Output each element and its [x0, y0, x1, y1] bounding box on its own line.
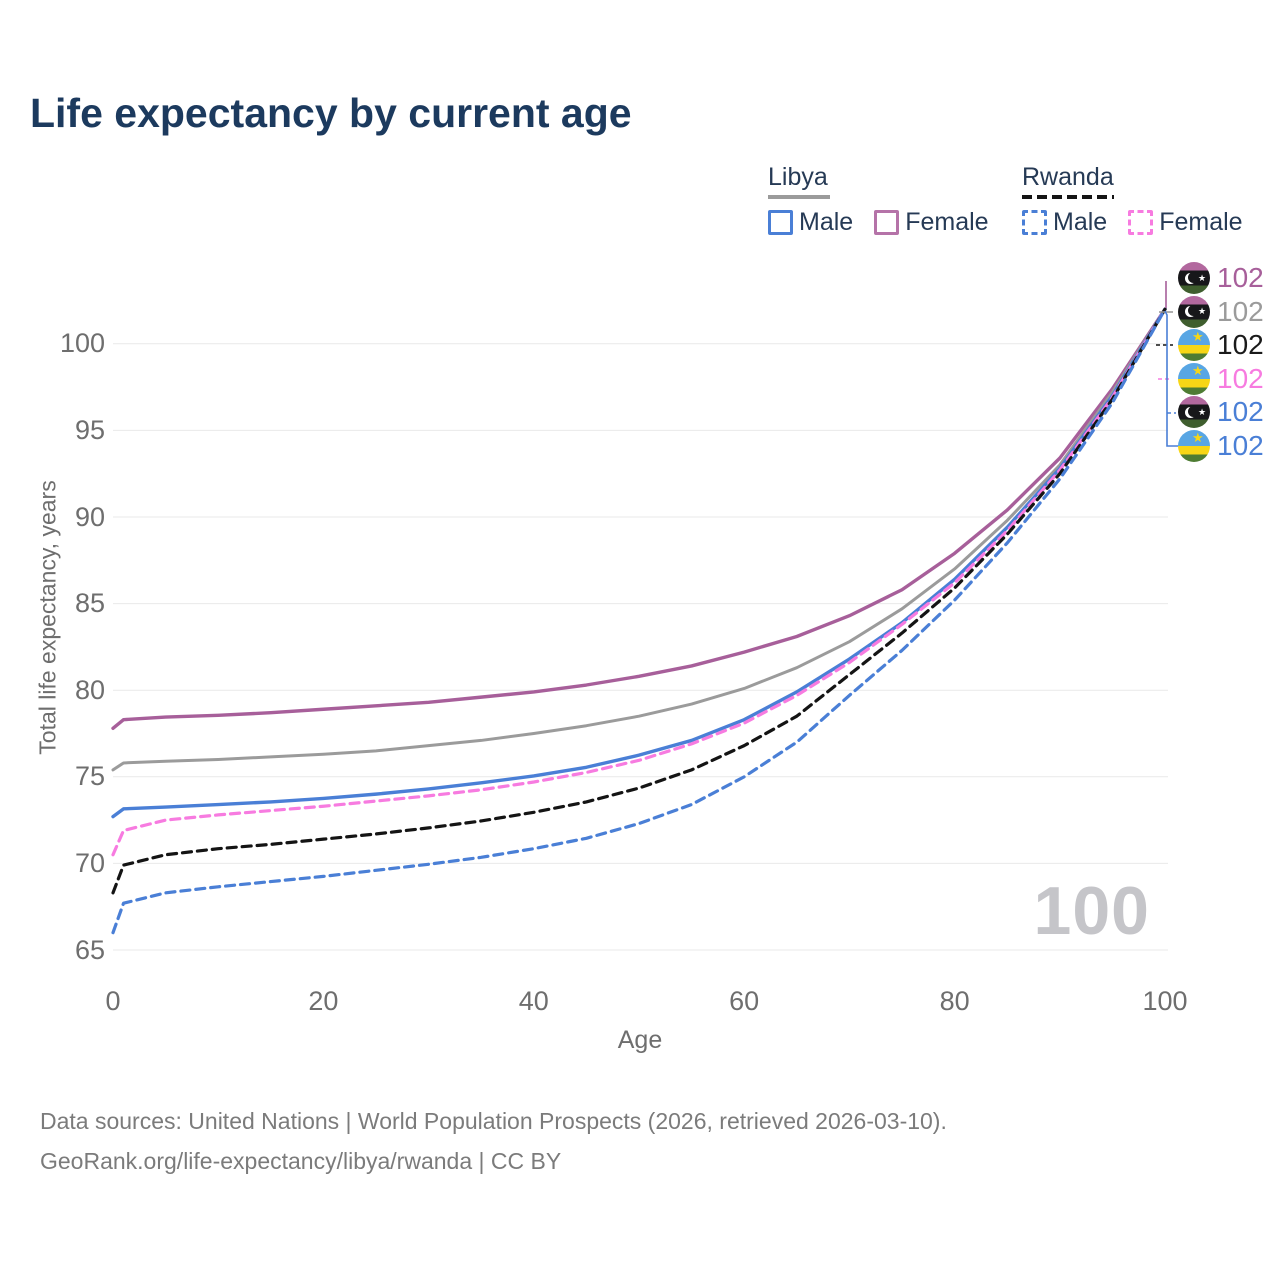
x-tick-label-100: 100 [1142, 986, 1188, 1016]
star-icon: ★ [1198, 406, 1207, 417]
checkbox-rwanda-female[interactable] [1128, 210, 1154, 235]
legend-item-rwanda-male[interactable]: Male [1022, 208, 1107, 237]
y-tick-label-70: 70 [74, 847, 105, 878]
legend-item-libya-male[interactable]: Male [768, 208, 853, 237]
x-tick-label-60: 60 [729, 986, 760, 1016]
end-value-label: 102 [1217, 295, 1264, 327]
legend-group-libya: Libya Male Female [768, 163, 989, 237]
checkbox-libya-female[interactable] [874, 210, 900, 235]
y-tick-label-80: 80 [74, 674, 105, 705]
end-value-label: 102 [1217, 329, 1264, 361]
legend-item-rwanda-female[interactable]: Female [1128, 208, 1243, 237]
y-tick-label-100: 100 [59, 328, 105, 359]
end-label-row-rwanda-male: ★ 102 [1178, 429, 1264, 463]
x-tick-label-80: 80 [939, 986, 970, 1016]
libya-flag-icon: ★ [1178, 262, 1210, 294]
legend-rwanda-linestyle-swatch [1022, 195, 1114, 199]
end-value-label: 102 [1217, 430, 1264, 461]
legend-label-libya-male: Male [799, 208, 854, 236]
series-line-rwanda-male[interactable] [111, 307, 1167, 935]
rwanda-flag-icon: ★ [1178, 430, 1210, 462]
sun-icon: ★ [1192, 329, 1204, 345]
page-title: Life expectancy by current age [30, 90, 632, 136]
legend-label-rwanda-female: Female [1159, 208, 1243, 236]
star-icon: ★ [1198, 272, 1207, 283]
crescent-icon [1185, 406, 1200, 418]
series-line-libya-total[interactable] [111, 307, 1167, 772]
sun-icon: ★ [1192, 430, 1204, 445]
libya-flag-icon: ★ [1178, 295, 1210, 328]
y-axis-title: Total life expectancy, years [34, 480, 61, 755]
legend-label-libya-female: Female [905, 208, 989, 236]
y-tick-label-65: 65 [74, 934, 105, 965]
series-line-rwanda-female[interactable] [111, 307, 1167, 857]
end-label-row-rwanda-total: ★ 102 [1178, 328, 1264, 362]
y-tick-label-75: 75 [74, 761, 105, 792]
end-label-connector-5 [1164, 310, 1181, 447]
sun-icon: ★ [1192, 362, 1204, 378]
end-value-label: 102 [1217, 396, 1264, 428]
legend-group-rwanda: Rwanda Male Female [1022, 163, 1243, 237]
end-label-row-libya-female: ★ 102 [1178, 261, 1264, 295]
legend-label-rwanda-male: Male [1053, 208, 1108, 236]
series-line-libya-male[interactable] [111, 307, 1167, 819]
age-counter: 100 [1033, 873, 1150, 949]
checkbox-rwanda-male[interactable] [1022, 210, 1047, 235]
footer-attribution: GeoRank.org/life-expectancy/libya/rwanda… [40, 1148, 562, 1174]
x-tick-label-20: 20 [308, 986, 339, 1016]
end-value-label: 102 [1217, 262, 1264, 293]
end-value-label: 102 [1217, 362, 1264, 394]
legend-item-libya-female[interactable]: Female [874, 208, 989, 237]
series-line-libya-female[interactable] [111, 307, 1167, 731]
star-icon: ★ [1198, 306, 1207, 317]
libya-flag-icon: ★ [1178, 396, 1210, 429]
legend-country-rwanda: Rwanda [1022, 163, 1114, 191]
end-label-row-libya-total: ★ 102 [1178, 295, 1264, 329]
crescent-icon [1185, 271, 1200, 284]
checkbox-libya-male[interactable] [768, 210, 793, 235]
footer-data-sources: Data sources: United Nations | World Pop… [40, 1108, 947, 1134]
y-tick-label-90: 90 [74, 501, 105, 532]
x-axis-title: Age [617, 1026, 663, 1054]
y-tick-label-85: 85 [74, 588, 105, 619]
rwanda-flag-icon: ★ [1178, 329, 1210, 362]
end-label-row-rwanda-female: ★ 102 [1178, 362, 1264, 396]
series-line-rwanda-total[interactable] [111, 307, 1167, 895]
legend-country-libya: Libya [768, 163, 828, 191]
rwanda-flag-icon: ★ [1178, 362, 1210, 395]
end-label-row-libya-male: ★ 102 [1178, 395, 1264, 429]
x-tick-label-40: 40 [518, 986, 549, 1016]
y-tick-label-95: 95 [74, 414, 105, 445]
crescent-icon [1185, 305, 1200, 318]
x-tick-label-0: 0 [105, 986, 121, 1016]
legend-libya-linestyle-swatch [768, 195, 830, 199]
